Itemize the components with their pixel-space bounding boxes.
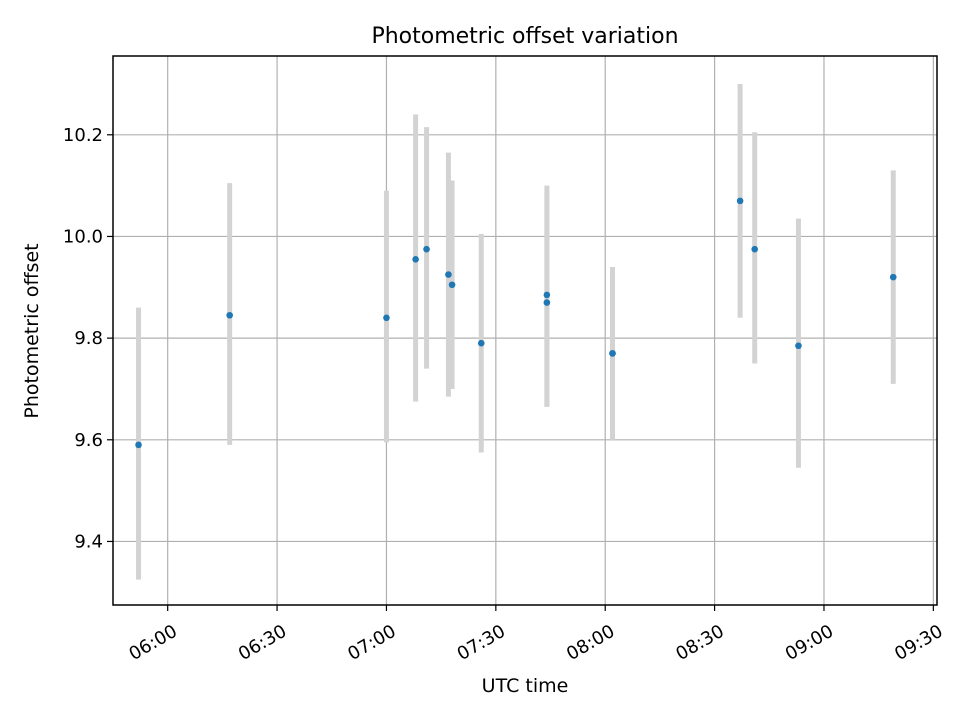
data-point xyxy=(226,311,233,319)
data-point xyxy=(477,339,485,347)
y-axis-ticks: 9.4 9.6 9.8 10.0 10.2 xyxy=(63,125,113,552)
x-axis-label: UTC time xyxy=(482,675,569,697)
data-point xyxy=(795,342,802,350)
y-tick-label: 9.6 xyxy=(74,430,103,451)
y-axis-label: Photometric offset xyxy=(21,243,43,418)
data-point xyxy=(423,245,430,253)
data-point xyxy=(543,291,551,299)
y-tick-label: 10.0 xyxy=(63,226,103,247)
chart-title: Photometric offset variation xyxy=(371,24,678,49)
data-point xyxy=(383,314,390,322)
data-point xyxy=(448,281,456,289)
y-tick-label: 10.2 xyxy=(63,125,103,146)
y-tick-label: 9.4 xyxy=(74,531,103,552)
data-point xyxy=(889,273,897,281)
data-point xyxy=(412,256,419,263)
data-point xyxy=(736,197,744,205)
y-tick-label: 9.8 xyxy=(74,328,103,349)
data-point xyxy=(751,245,758,253)
data-point xyxy=(135,441,142,449)
plot-frame xyxy=(112,55,938,606)
data-point xyxy=(609,350,616,357)
data-points xyxy=(135,197,897,449)
data-point xyxy=(543,299,551,306)
data-point xyxy=(445,271,452,278)
